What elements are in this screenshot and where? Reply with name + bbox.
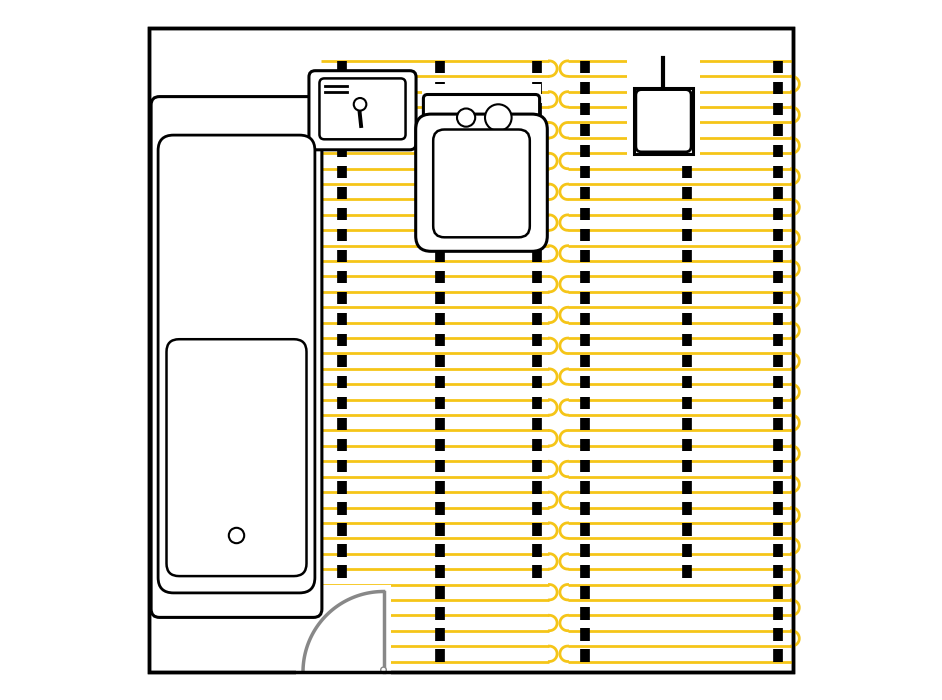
Circle shape (229, 528, 244, 543)
FancyBboxPatch shape (167, 340, 306, 576)
Circle shape (354, 98, 366, 111)
Bar (308, 70, 416, 150)
FancyBboxPatch shape (319, 78, 406, 139)
FancyBboxPatch shape (151, 97, 322, 617)
Bar (296, 584, 391, 676)
Circle shape (457, 108, 475, 127)
Circle shape (381, 667, 386, 673)
Bar (634, 88, 693, 154)
Circle shape (485, 104, 512, 131)
Bar (156, 102, 317, 612)
FancyBboxPatch shape (423, 94, 540, 139)
Bar (626, 56, 700, 161)
Bar (422, 84, 541, 245)
FancyBboxPatch shape (415, 114, 547, 251)
FancyBboxPatch shape (309, 71, 416, 150)
FancyBboxPatch shape (158, 135, 315, 593)
FancyBboxPatch shape (636, 90, 691, 152)
FancyBboxPatch shape (433, 130, 529, 237)
